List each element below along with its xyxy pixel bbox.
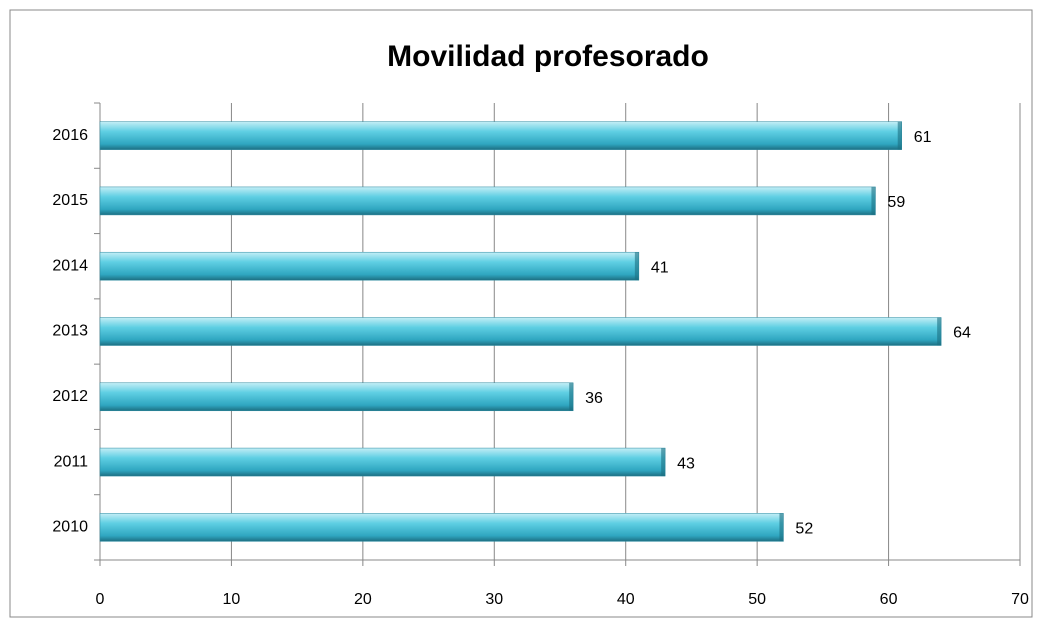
- y-tick-label: 2016: [52, 127, 88, 144]
- bar: [99, 317, 942, 346]
- bar: [99, 121, 902, 150]
- data-label: 52: [795, 521, 813, 538]
- y-tick-label: 2012: [52, 388, 88, 405]
- y-tick-label: 2011: [54, 453, 89, 470]
- bar-end: [937, 317, 942, 346]
- bar-end: [779, 513, 784, 542]
- x-tick-label: 60: [880, 591, 898, 608]
- chart-title: Movilidad profesorado: [387, 40, 709, 73]
- bar-end: [897, 121, 902, 150]
- x-tick-label: 30: [485, 591, 503, 608]
- y-tick-label: 2010: [52, 519, 88, 536]
- bar-end: [569, 382, 574, 411]
- x-tick-label: 50: [748, 591, 766, 608]
- data-label: 43: [677, 455, 695, 472]
- y-tick-label: 2015: [52, 192, 88, 209]
- data-label: 41: [651, 259, 669, 276]
- bar-end: [634, 252, 639, 281]
- x-tick-label: 70: [1011, 591, 1029, 608]
- bar: [99, 186, 876, 216]
- data-label: 36: [585, 390, 603, 407]
- x-tick-label: 40: [617, 591, 635, 608]
- data-label: 64: [953, 325, 971, 342]
- x-tick-label: 10: [223, 591, 241, 608]
- y-tick-label: 2013: [52, 323, 88, 340]
- bar: [99, 513, 784, 542]
- bar: [99, 251, 640, 281]
- bar: [99, 447, 666, 477]
- data-label: 59: [887, 194, 905, 211]
- y-tick-label: 2014: [52, 257, 88, 274]
- bar-end: [661, 448, 666, 477]
- x-tick-label: 0: [96, 591, 105, 608]
- data-label: 61: [914, 129, 932, 146]
- x-tick-label: 20: [354, 591, 372, 608]
- bar: [99, 382, 574, 412]
- bar-end: [871, 186, 876, 215]
